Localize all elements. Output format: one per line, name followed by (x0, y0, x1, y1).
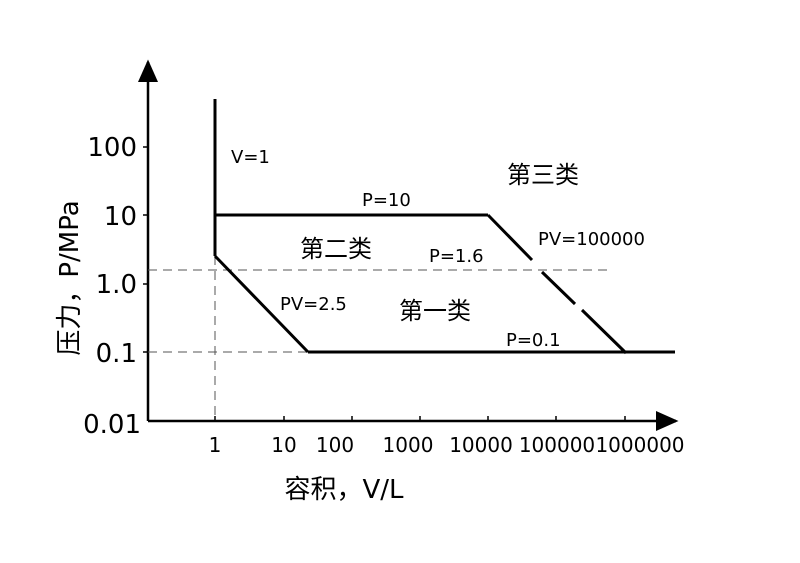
zone-class2-label: 第二类 (300, 235, 372, 263)
label-p01: P=0.1 (506, 330, 561, 351)
y-tick-label-1: 1.0 (96, 270, 137, 300)
label-pv100000: PV=100000 (538, 229, 645, 250)
x-tick-label-1000000: 1000000 (595, 433, 684, 457)
label-v1: V=1 (231, 147, 270, 168)
x-tick-label-10000: 10000 (449, 433, 513, 457)
x-axis-title: 容积，V/L (284, 475, 404, 505)
label-pv25: PV=2.5 (280, 294, 347, 315)
y-tick-label-001: 0.01 (83, 410, 141, 440)
x-tick-label-1: 1 (209, 433, 222, 457)
y-tick-label-01: 0.1 (96, 339, 137, 369)
boundary-pv100000-line-lower (540, 270, 577, 306)
x-tick-label-1000: 1000 (383, 433, 434, 457)
zone-class1-label: 第一类 (399, 297, 471, 325)
y-axis-title: 压力，P/MPa (55, 200, 85, 355)
label-p16: P=1.6 (429, 246, 484, 267)
boundary-pv100000-line-bottom (580, 308, 628, 355)
x-tick-label-100: 100 (316, 433, 354, 457)
x-tick-label-10: 10 (271, 433, 296, 457)
boundary-pv100000-line-upper (486, 213, 534, 262)
zone-class3-label: 第三类 (507, 161, 579, 189)
boundary-pv25-line (213, 254, 310, 354)
y-tick-label-10: 10 (104, 202, 137, 232)
label-p10: P=10 (362, 190, 411, 211)
y-tick-label-100: 100 (87, 133, 137, 163)
x-tick-label-100000: 100000 (519, 433, 595, 457)
